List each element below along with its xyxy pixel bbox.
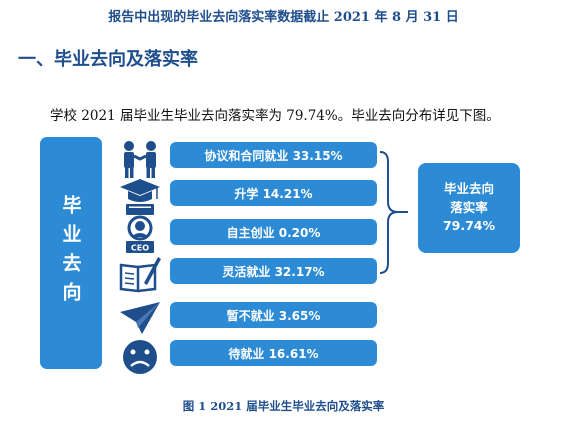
paper-plane-icon	[118, 298, 162, 338]
sad-face-icon	[118, 337, 162, 377]
section-title: 一、毕业去向及落实率	[18, 49, 198, 70]
destination-bar-flexible-employment: 灵活就业 32.17%	[170, 258, 377, 284]
handshake-people-icon	[118, 139, 162, 179]
side-label-text: 毕业去向	[59, 195, 82, 311]
destination-bar-contract-employment: 协议和合同就业 33.15%	[170, 142, 377, 168]
figure-caption: 图 1 2021 届毕业生毕业去向及落实率	[182, 399, 385, 413]
placement-rate-label-line2: 落实率	[450, 199, 488, 215]
placement-rate-value: 79.74%	[442, 218, 496, 234]
ceo-person-icon: CEO	[118, 215, 162, 255]
destination-bar-further-study: 升学 14.21%	[170, 180, 377, 206]
destination-bar-awaiting-employment: 待就业 16.61%	[170, 340, 377, 366]
svg-text:CEO: CEO	[131, 244, 149, 253]
destination-bar-self-employment: 自主创业 0.20%	[170, 219, 377, 245]
destination-bar-not-employed-yet: 暂不就业 3.65%	[170, 302, 377, 328]
grouping-bracket	[379, 151, 408, 274]
book-pen-icon	[118, 253, 162, 293]
summary-paragraph: 学校 2021 届毕业生毕业去向落实率为 79.74%。毕业去向分布详见下图。	[50, 108, 500, 124]
graduation-cap-icon	[118, 177, 162, 217]
destination-side-label: 毕业去向	[40, 137, 102, 369]
data-cutoff-note: 报告中出现的毕业去向落实率数据截止 2021 年 8 月 31 日	[108, 10, 459, 25]
placement-rate-box: 毕业去向 落实率 79.74%	[418, 163, 520, 253]
placement-rate-label-line1: 毕业去向	[443, 180, 494, 196]
